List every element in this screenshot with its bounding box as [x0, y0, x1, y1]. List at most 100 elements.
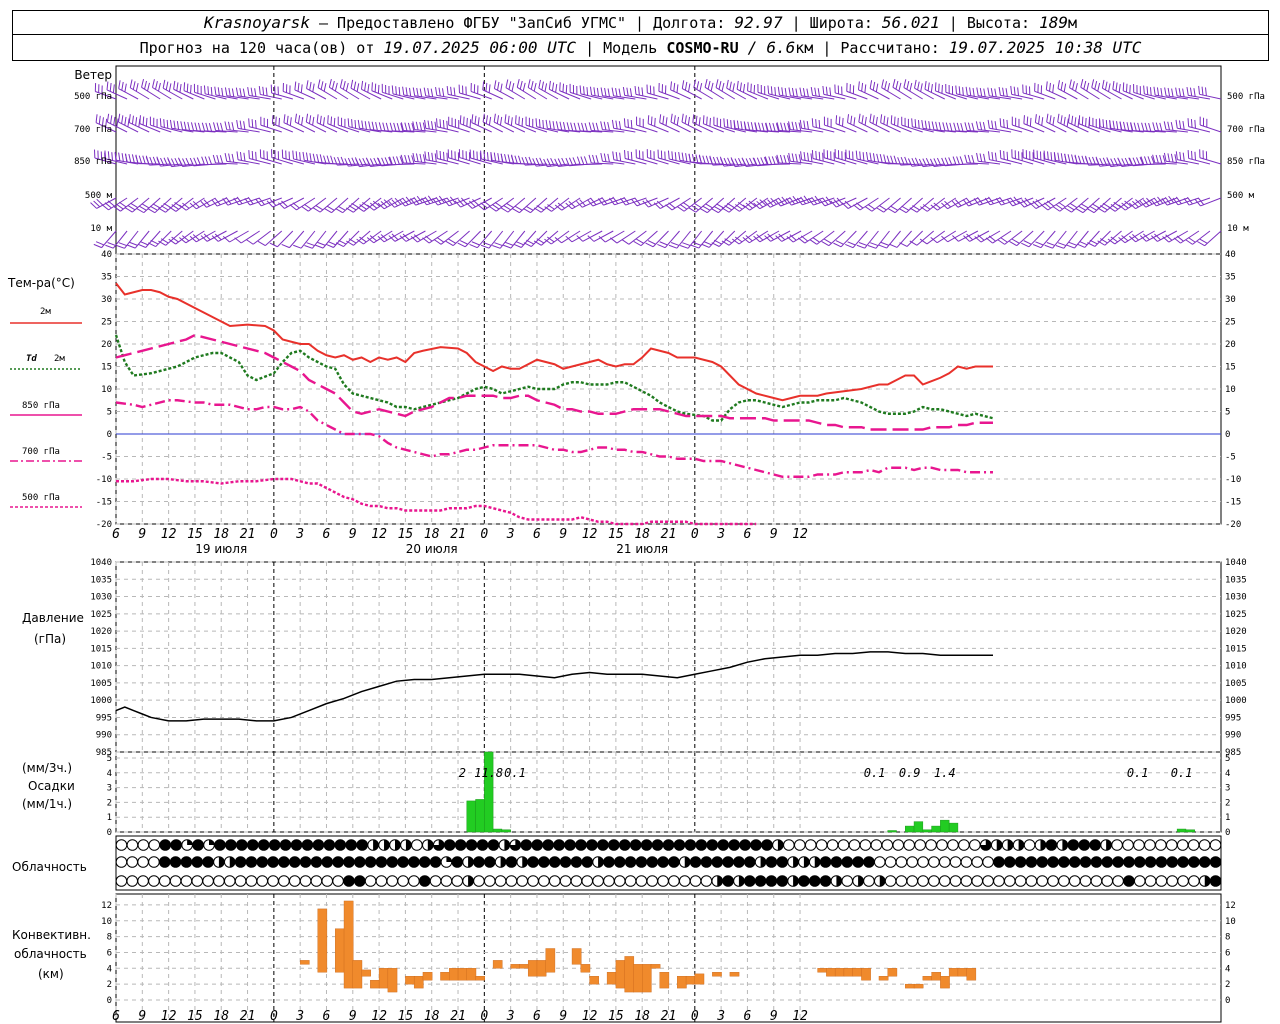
wind-barb-feather	[214, 197, 221, 206]
wind-barb-feather	[399, 235, 407, 242]
wind-barb-staff	[580, 130, 603, 133]
cloud-cell	[673, 839, 686, 851]
wind-barb-feather	[500, 83, 503, 93]
cloud-cell	[505, 875, 518, 887]
wind-barb-feather	[400, 123, 404, 132]
wind-barb-feather	[489, 205, 497, 212]
x-tick-bottom: 6	[323, 1009, 331, 1024]
wind-barb-feather	[659, 114, 662, 123]
cloud-cell	[1025, 856, 1038, 868]
wind-barb-staff	[319, 197, 338, 213]
wind-barb-feather	[127, 244, 136, 249]
wind-barb-feather	[907, 158, 913, 167]
wind-barb-feather	[159, 118, 162, 127]
pres-tick-right: 1040	[1225, 558, 1247, 568]
wind-barb-feather	[763, 156, 769, 166]
wind-barb-staff	[149, 163, 172, 166]
wind-barb-staff	[1121, 129, 1144, 133]
wind-barb-feather	[589, 86, 593, 96]
cloud-cell	[1068, 856, 1081, 868]
wind-barb-feather	[962, 87, 964, 96]
wind-barb-staff	[549, 88, 570, 100]
wind-barb-staff	[1154, 130, 1177, 133]
wind-barb-staff	[1089, 124, 1111, 133]
precip-label: Осадки	[28, 779, 75, 793]
cloud-half	[858, 875, 864, 887]
wind-barb-feather	[323, 83, 327, 92]
wind-barb-feather	[488, 116, 492, 126]
pres-tick-right: 1020	[1225, 627, 1247, 637]
cloud-cell	[418, 856, 431, 868]
alt-value: 189	[1039, 13, 1068, 32]
wind-barb-feather	[680, 245, 689, 249]
wind-barb-staff	[779, 162, 802, 165]
wind-barb-feather	[1089, 205, 1097, 211]
wind-barb-staff	[1033, 157, 1056, 165]
wind-barb-feather	[183, 82, 186, 91]
wind-barb-staff	[317, 87, 338, 100]
wind-barb-feather	[415, 121, 419, 131]
wind-barb-feather	[678, 151, 681, 161]
x-tick-bottom: 6	[744, 1009, 752, 1024]
wind-barb-staff	[858, 121, 879, 133]
wind-barb-feather	[592, 122, 596, 131]
precip-value: 0.9	[899, 766, 921, 780]
wind-barb-feather	[502, 244, 512, 249]
wind-barb-staff	[935, 90, 956, 100]
wind-barb-feather	[1199, 238, 1208, 244]
wind-barb-feather	[514, 155, 518, 164]
temp-series-3	[115, 399, 993, 478]
cloud-cell	[520, 839, 533, 851]
wind-barb-feather	[549, 120, 552, 129]
wind-barb-feather	[829, 87, 832, 96]
wind-barb-feather	[214, 233, 222, 241]
wind-barb-staff	[306, 121, 327, 133]
wind-barb-feather	[1193, 88, 1196, 97]
wind-barb-staff	[966, 162, 989, 165]
wind-barb-feather	[333, 157, 338, 166]
cloud-cell	[267, 875, 279, 887]
wind-barb-staff	[1040, 230, 1056, 249]
wind-barb-feather	[565, 84, 568, 94]
wind-barb-feather	[312, 116, 315, 126]
wind-barb-staff	[1088, 163, 1111, 166]
wind-barb-feather	[1097, 82, 1101, 92]
wind-barb-feather	[525, 205, 534, 211]
cloud-cell	[312, 839, 325, 851]
wind-barb-feather	[1163, 121, 1167, 130]
wind-barb-feather	[286, 115, 289, 125]
wind-barb-feather	[670, 113, 673, 123]
wind-barb-staff	[1143, 130, 1166, 133]
wind-barb-staff	[283, 122, 305, 133]
wind-barb-feather	[724, 205, 733, 211]
cloud-cell	[870, 839, 883, 851]
wind-barb-feather	[205, 122, 209, 132]
wind-barb-feather	[878, 244, 887, 249]
wind-barb-feather	[627, 150, 630, 160]
wind-barb-staff	[812, 94, 835, 100]
wind-barb-feather	[883, 154, 887, 163]
pres-tick-right: 985	[1225, 748, 1241, 758]
wind-barb-feather	[364, 121, 367, 130]
wind-barb-staff	[306, 88, 327, 100]
wind-barb-feather	[1049, 82, 1051, 92]
wind-barb-feather	[1139, 200, 1147, 208]
wind-barb-feather	[1132, 157, 1137, 166]
conv-bar	[966, 968, 977, 981]
cloud-cell	[1047, 856, 1059, 868]
wind-barb-feather	[600, 121, 603, 130]
wind-barb-feather	[168, 83, 172, 92]
wind-barb-staff	[519, 197, 537, 214]
cloud-cell	[1089, 839, 1101, 851]
wind-barb-staff	[671, 197, 691, 211]
wind-barb-staff	[1177, 95, 1199, 100]
wind-barb-feather	[449, 196, 457, 204]
wind-barb-feather	[841, 202, 849, 209]
cloud-threequarter	[980, 839, 992, 851]
wind-barb-feather	[507, 154, 511, 163]
wind-barb-feather	[482, 113, 485, 123]
temp-tick-right: 5	[1225, 408, 1230, 418]
cloud-cell	[783, 839, 795, 851]
wind-barb-feather	[987, 119, 990, 129]
cloud-cell	[1166, 875, 1179, 887]
